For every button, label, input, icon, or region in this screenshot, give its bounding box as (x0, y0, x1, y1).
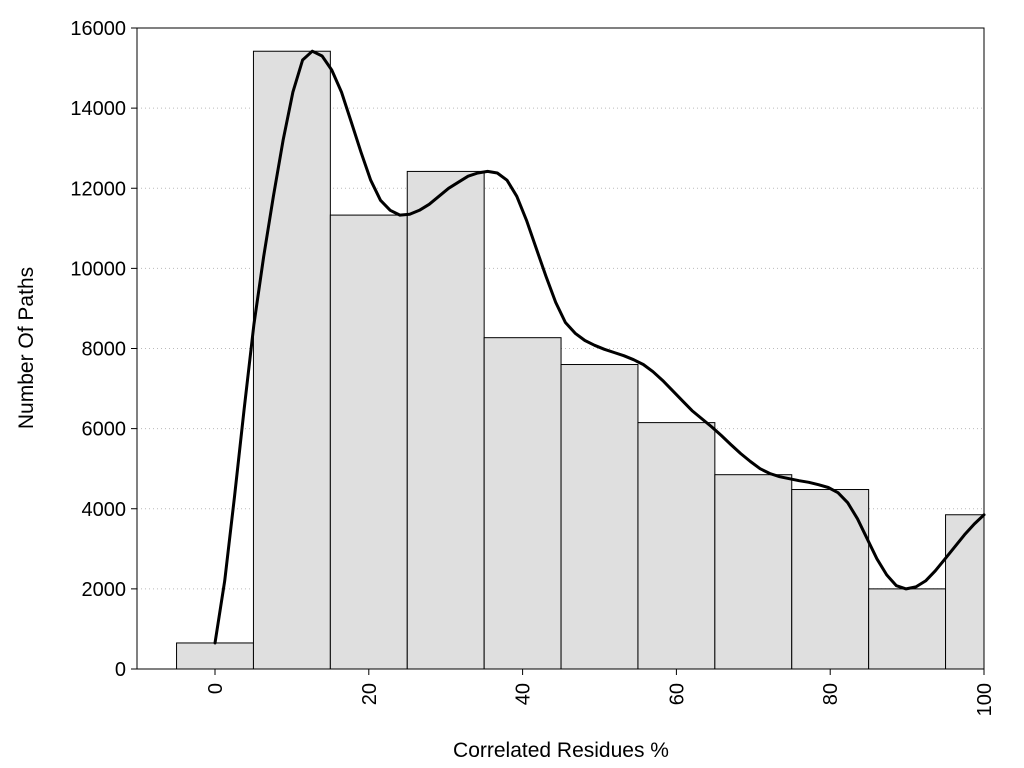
y-tick-label: 12000 (70, 178, 126, 200)
histogram-bar (252, 50, 331, 670)
y-tick-label: 8000 (82, 339, 127, 361)
x-tick-label: 40 (513, 683, 535, 705)
histogram-bar (868, 588, 947, 670)
y-tick-label: 2000 (82, 579, 127, 601)
histogram-bar (483, 337, 562, 670)
histogram-bar (791, 489, 870, 670)
y-tick-label: 14000 (70, 98, 126, 120)
y-tick-label: 6000 (82, 419, 127, 441)
y-axis-title: Number Of Paths (15, 267, 38, 429)
x-tick-label: 60 (666, 683, 688, 705)
histogram-bar (637, 422, 716, 670)
y-tick-label: 16000 (70, 18, 126, 40)
histogram-bar (560, 364, 639, 670)
y-tick-label: 4000 (82, 499, 127, 521)
histogram-bar (714, 474, 793, 670)
x-tick-label: 0 (205, 683, 227, 694)
histogram-bar (945, 514, 985, 670)
x-tick-label: 100 (974, 683, 996, 716)
x-axis-title: Correlated Residues % (453, 739, 669, 762)
x-tick-label: 20 (359, 683, 381, 705)
y-tick-label: 0 (115, 659, 126, 681)
histogram-bar (406, 170, 485, 670)
histogram-bar (176, 642, 254, 670)
y-tick-label: 10000 (70, 258, 126, 280)
y-axis-ticks: 0 2000 4000 6000 8000 10000 12000 14000 16000 (70, 18, 137, 681)
x-axis-ticks: 0 20 40 60 80 100 (205, 669, 996, 716)
bars-group (176, 50, 985, 670)
density-curve (213, 49, 986, 645)
x-tick-label: 80 (820, 683, 842, 705)
histogram-bar (329, 214, 408, 670)
